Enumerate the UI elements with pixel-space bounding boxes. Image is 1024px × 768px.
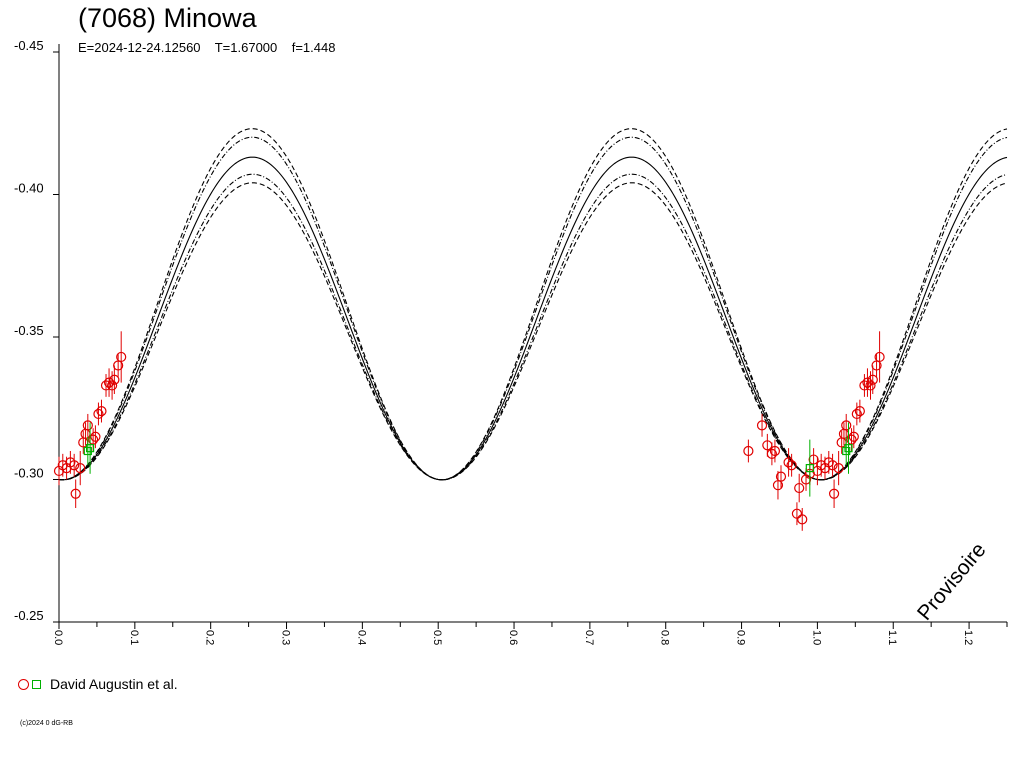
data-point-circle [867,374,878,385]
data-point-circle [874,351,885,363]
x-tick-label: 1.2 [962,630,974,645]
data-point-circle [93,408,104,420]
data-point-square [844,444,853,453]
x-tick-label: 0.4 [355,630,367,645]
y-tick-label: -0.25 [14,608,44,623]
y-tick-label: -0.40 [14,181,44,196]
x-tick-label: 0.6 [507,630,519,645]
data-point-circle [100,380,112,391]
data-point-circle [775,471,787,482]
data-point-circle [827,460,838,471]
data-point-circle [865,380,876,391]
x-tick-label: 0.9 [735,630,747,645]
model-curves [58,128,1008,481]
data-point-circle [783,457,794,468]
axes [53,44,1008,629]
y-tick-label: -0.45 [14,38,44,53]
data-point-circle [769,445,781,457]
data-point-circle [859,380,870,391]
data-point-circle [103,377,115,388]
model-curve-outer-lower [58,182,1008,481]
model-curve-inner-upper [58,136,1008,481]
data-point-circle [743,445,754,457]
x-tick-label: 0.5 [431,630,443,645]
data-point-circle [862,377,873,388]
data-point-circle [75,463,86,474]
data-point-circle [791,508,803,519]
x-tick-label: 0.2 [204,630,216,645]
y-tick-label: -0.35 [14,323,44,338]
data-point-circle [833,463,844,474]
y-tick-label: -0.30 [14,466,44,481]
model-curve-inner-lower [58,173,1008,481]
copyright-text: (c)2024 0 dG-RB [20,720,73,727]
legend-square-icon [32,679,41,689]
data-point-circle [851,408,862,420]
legend: David Augustin et al. [18,676,178,692]
x-tick-label: 0.1 [128,630,140,645]
model-curve-center [58,156,1008,481]
data-point-circle [106,380,118,391]
tick-labels: -0.45 -0.40 -0.35 -0.30 -0.25 0.0 0.1 0.2 0.3 0.4… [14,38,974,645]
data-point-circle [82,420,93,431]
data-point-circle [841,420,852,431]
legend-circle-icon [18,678,29,690]
data-point-circle [70,488,81,499]
chart-title: (7068) Minowa [78,3,257,33]
data-point-square [83,446,92,456]
data-point-square [805,464,814,473]
data-point-circle [854,406,865,417]
data-point-circle [766,448,777,459]
x-tick-label: 1.0 [810,630,822,645]
data-point-circle [786,460,797,471]
data-points [53,331,885,531]
data-point-circle [828,488,840,499]
data-point-circle [96,406,107,417]
chart-subtitle: E=2024-12-24.12560 T=1.67000 f=1.448 [78,40,336,55]
x-tick-label: 0.7 [583,630,595,645]
data-point-circle [69,460,80,471]
data-point-circle [109,374,120,385]
data-point-circle [756,420,768,431]
x-tick-label: 0.8 [659,630,671,645]
data-point-circle [797,514,808,525]
x-tick-label: 1.1 [886,630,898,645]
data-point-circle [848,431,859,442]
model-curve-outer-upper [58,128,1008,481]
data-point-circle [794,482,805,494]
data-point-circle [116,351,127,363]
data-point-circle [90,431,101,442]
legend-label: David Augustin et al. [50,676,178,692]
data-point-square [842,446,851,456]
data-point-square [85,444,95,453]
x-tick-label: 0.0 [52,630,64,645]
x-tick-label: 0.3 [280,630,292,645]
